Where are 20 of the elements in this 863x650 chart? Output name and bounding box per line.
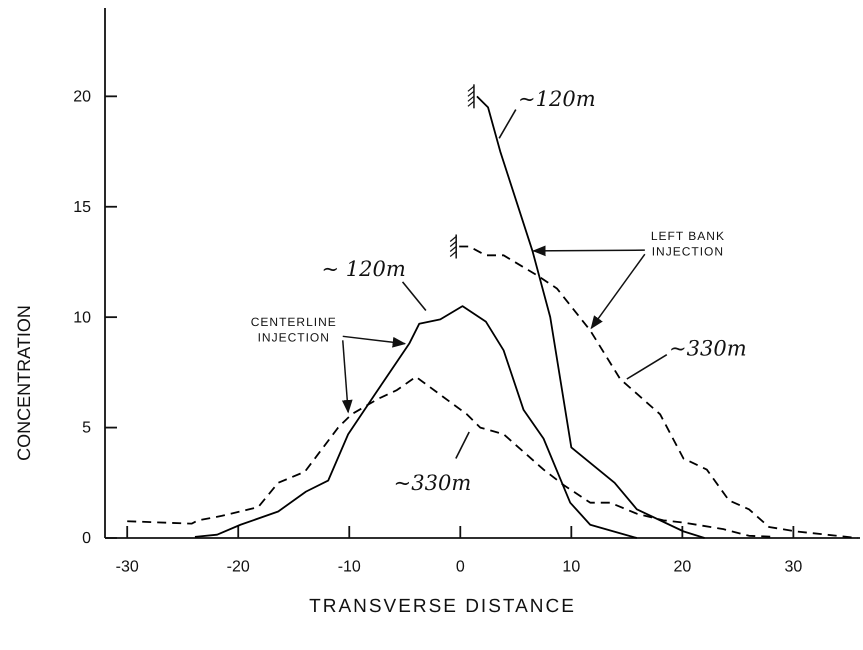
y-tick-label: 15 xyxy=(73,198,92,216)
text: ~330m xyxy=(669,336,747,360)
x-tick-label: -30 xyxy=(116,558,139,576)
series-label: ~120m xyxy=(518,86,596,111)
text: ~ 120m xyxy=(322,256,406,281)
y-tick-label: 10 xyxy=(73,309,92,326)
annotation: LEFT BANK INJECTION xyxy=(650,228,725,258)
y-tick-label: 20 xyxy=(73,88,92,106)
annotation: CENTERLINE INJECTION xyxy=(250,315,337,345)
x-tick-label: -20 xyxy=(226,558,250,576)
x-tick-label: 30 xyxy=(784,558,802,576)
y-tick-label: 5 xyxy=(82,420,92,437)
x-tick-label: 20 xyxy=(673,558,692,576)
text: ~330m xyxy=(394,471,472,496)
x-tick-label: -10 xyxy=(338,558,361,576)
y-tick-label: 0 xyxy=(82,530,92,548)
y-axis-title: CONCENTRATION xyxy=(14,305,34,461)
x-tick-label: 0 xyxy=(456,558,465,576)
x-tick-label: 10 xyxy=(562,558,580,576)
x-axis-title: TRANSVERSE DISTANCE xyxy=(309,596,576,617)
